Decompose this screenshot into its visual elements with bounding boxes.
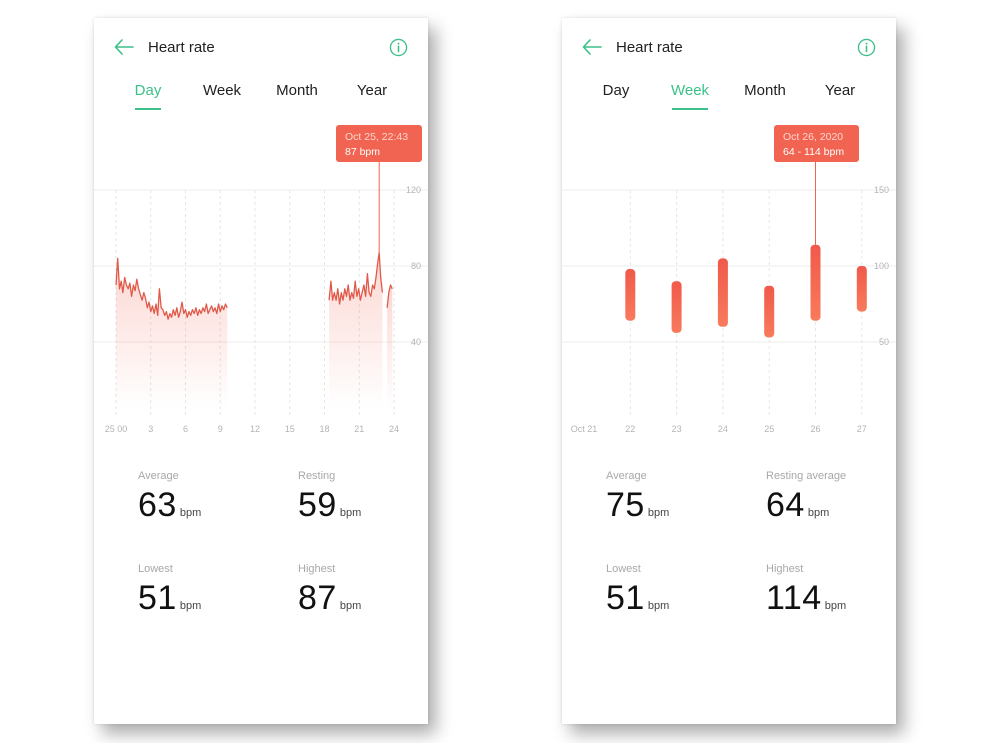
period-tabs: Day Week Month Year bbox=[94, 78, 428, 128]
stat-label: Lowest bbox=[138, 563, 173, 575]
heart-rate-line bbox=[328, 252, 384, 305]
stat-label: Resting average bbox=[766, 470, 847, 482]
period-tabs: Day Week Month Year bbox=[562, 78, 896, 128]
stat-unit: bpm bbox=[647, 507, 670, 519]
tab-day[interactable]: Day bbox=[602, 82, 630, 99]
stat-lowest: Lowest 51 bpm bbox=[606, 563, 669, 618]
heart-rate-day-screen: Heart rate Day Week Month Year 40 80 120 2… bbox=[94, 18, 428, 724]
tab-week[interactable]: Week bbox=[670, 82, 710, 99]
y-tick-label: 150 bbox=[874, 185, 889, 195]
stat-value: 59 bbox=[298, 486, 337, 524]
chart-tooltip: Oct 26, 2020 64 - 114 bpm bbox=[774, 125, 859, 162]
tooltip-range: 64 - 114 bpm bbox=[783, 146, 844, 158]
stat-label: Highest bbox=[298, 563, 336, 575]
stat-label: Average bbox=[138, 470, 179, 482]
stat-unit: bpm bbox=[647, 600, 670, 612]
page-title: Heart rate bbox=[616, 39, 683, 56]
stat-unit: bpm bbox=[179, 600, 202, 612]
info-icon[interactable] bbox=[857, 38, 876, 57]
stat-value: 64 bbox=[766, 486, 805, 524]
stat-label: Average bbox=[606, 470, 647, 482]
stat-value: 75 bbox=[606, 486, 645, 524]
stat-label: Lowest bbox=[606, 563, 641, 575]
heart-rate-area bbox=[116, 258, 228, 408]
x-tick-label: 25 00 bbox=[105, 424, 128, 434]
x-tick-label: 24 bbox=[389, 424, 399, 434]
x-tick-label: 9 bbox=[218, 424, 223, 434]
y-tick-label: 80 bbox=[411, 261, 421, 271]
range-bar[interactable] bbox=[625, 269, 636, 321]
stat-unit: bpm bbox=[807, 507, 830, 519]
tooltip-time: Oct 25, 22:43 bbox=[345, 131, 408, 143]
chart-tooltip: Oct 25, 22:43 87 bpm bbox=[336, 125, 422, 162]
stat-value: 63 bbox=[138, 486, 177, 524]
range-bar[interactable] bbox=[671, 281, 682, 333]
x-tick-label: 12 bbox=[250, 424, 260, 434]
x-tick-label: 23 bbox=[672, 424, 682, 434]
tab-year[interactable]: Year bbox=[356, 82, 388, 99]
active-tab-indicator bbox=[135, 108, 161, 110]
heart-rate-area bbox=[329, 252, 383, 408]
stat-value: 51 bbox=[138, 579, 177, 617]
stat-value: 51 bbox=[606, 579, 645, 617]
app-header: Heart rate bbox=[562, 18, 896, 78]
heart-rate-line bbox=[115, 257, 228, 320]
range-bar[interactable] bbox=[856, 266, 867, 312]
tooltip-value: 87 bpm bbox=[345, 146, 380, 158]
x-tick-label: 15 bbox=[285, 424, 295, 434]
y-tick-label: 100 bbox=[874, 261, 889, 271]
stat-unit: bpm bbox=[339, 600, 362, 612]
x-tick-label: 27 bbox=[857, 424, 867, 434]
tooltip-date: Oct 26, 2020 bbox=[783, 131, 843, 143]
info-icon[interactable] bbox=[389, 38, 408, 57]
page-title: Heart rate bbox=[148, 39, 215, 56]
app-header: Heart rate bbox=[94, 18, 428, 78]
x-tick-label: 21 bbox=[354, 424, 364, 434]
stat-unit: bpm bbox=[824, 600, 847, 612]
stat-value: 87 bbox=[298, 579, 337, 617]
stat-label: Resting bbox=[298, 470, 336, 482]
stat-lowest: Lowest 51 bpm bbox=[138, 563, 201, 618]
stat-label: Highest bbox=[766, 563, 804, 575]
arrow-left-icon[interactable] bbox=[114, 39, 134, 55]
x-tick-label: 22 bbox=[625, 424, 635, 434]
x-tick-label: 6 bbox=[183, 424, 188, 434]
tab-day[interactable]: Day bbox=[134, 82, 162, 99]
x-tick-label: 24 bbox=[718, 424, 728, 434]
stat-resting: Resting 59 bpm bbox=[298, 470, 361, 525]
stat-unit: bpm bbox=[179, 507, 202, 519]
x-tick-label: 18 bbox=[319, 424, 329, 434]
stat-unit: bpm bbox=[339, 507, 362, 519]
week-heart-rate-chart: 50 100 150 Oct 21 22 23 24 25 26 27 Oct 26, 2020… bbox=[562, 125, 896, 434]
heart-rate-area bbox=[387, 285, 393, 408]
stat-highest: Highest 87 bpm bbox=[298, 563, 361, 618]
y-tick-label: 120 bbox=[406, 185, 421, 195]
range-bar[interactable] bbox=[764, 285, 775, 338]
x-tick-label: Oct 21 bbox=[571, 424, 598, 434]
stat-resting-average: Resting average 64 bpm bbox=[766, 470, 846, 525]
arrow-left-icon[interactable] bbox=[582, 39, 602, 55]
day-heart-rate-chart: 40 80 120 25 00 3 6 9 12 15 18 21 24 Oct 25, 22:43… bbox=[94, 125, 428, 434]
x-tick-label: 3 bbox=[148, 424, 153, 434]
tab-week[interactable]: Week bbox=[202, 82, 242, 99]
x-tick-label: 26 bbox=[810, 424, 820, 434]
stat-average: Average 63 bpm bbox=[138, 470, 201, 525]
stat-highest: Highest 114 bpm bbox=[766, 563, 846, 618]
range-bar[interactable] bbox=[717, 258, 728, 327]
stat-average: Average 75 bpm bbox=[606, 470, 669, 525]
active-tab-indicator bbox=[672, 108, 708, 110]
y-tick-label: 40 bbox=[411, 337, 421, 347]
x-tick-label: 25 bbox=[764, 424, 774, 434]
tab-month[interactable]: Month bbox=[744, 82, 786, 99]
tab-year[interactable]: Year bbox=[824, 82, 856, 99]
heart-rate-line bbox=[386, 284, 393, 308]
heart-rate-week-screen: Heart rate Day Week Month Year 50 100 150 … bbox=[562, 18, 896, 724]
range-bar[interactable] bbox=[810, 244, 821, 321]
tab-month[interactable]: Month bbox=[276, 82, 318, 99]
y-tick-label: 50 bbox=[879, 337, 889, 347]
stat-value: 114 bbox=[766, 579, 822, 617]
